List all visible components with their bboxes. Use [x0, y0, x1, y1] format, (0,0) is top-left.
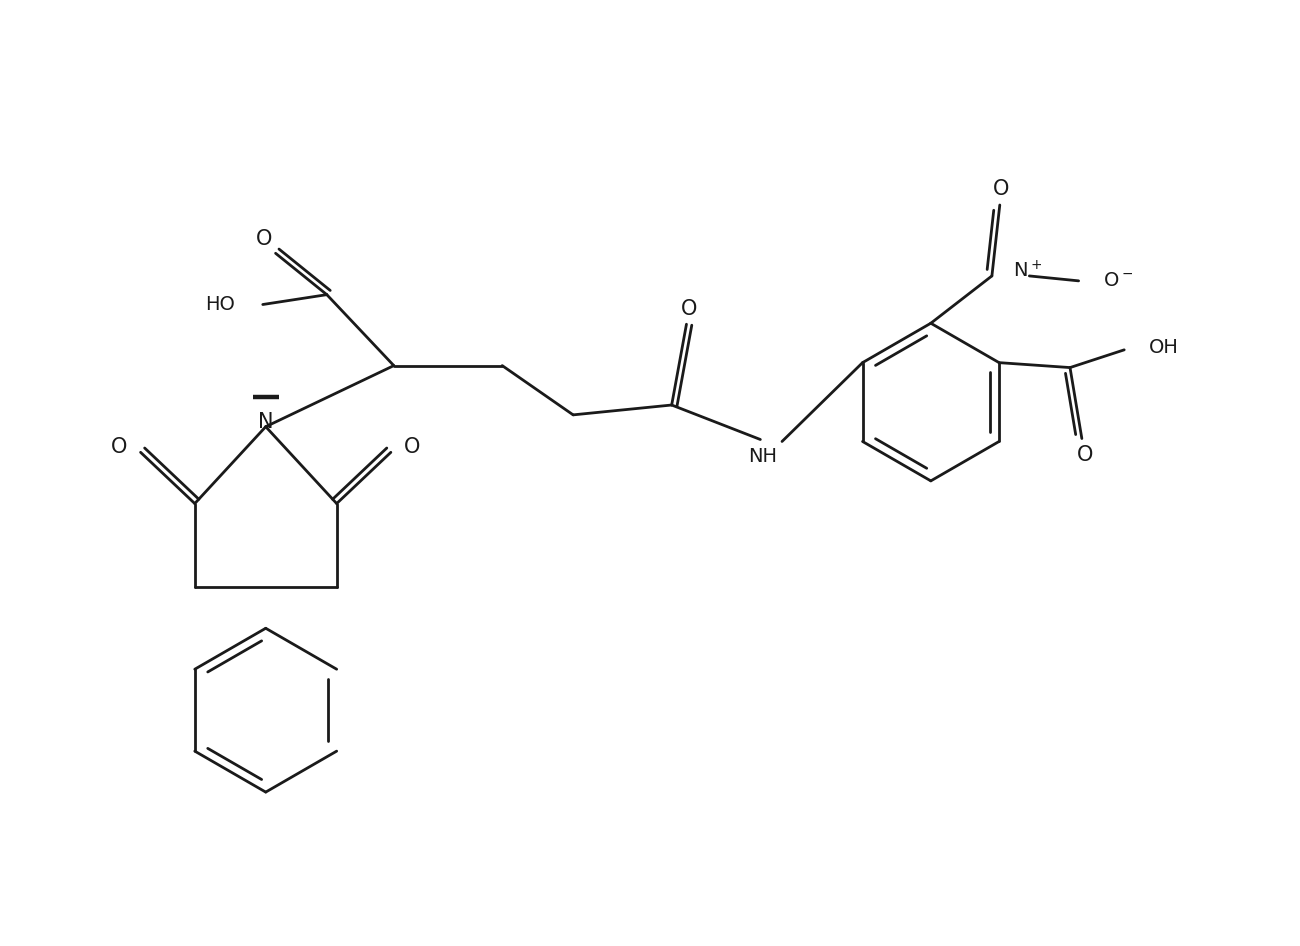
- Text: O: O: [1076, 446, 1093, 465]
- Text: O: O: [404, 437, 421, 457]
- Text: HO: HO: [205, 295, 235, 314]
- Text: O: O: [681, 300, 698, 320]
- Text: OH: OH: [1149, 339, 1179, 358]
- Text: O$^-$: O$^-$: [1104, 272, 1134, 290]
- Text: O: O: [111, 437, 127, 457]
- Text: N$^+$: N$^+$: [1013, 260, 1043, 282]
- Text: O: O: [993, 179, 1009, 200]
- Text: NH: NH: [747, 447, 777, 465]
- Text: O: O: [256, 230, 272, 250]
- Text: N: N: [257, 412, 273, 431]
